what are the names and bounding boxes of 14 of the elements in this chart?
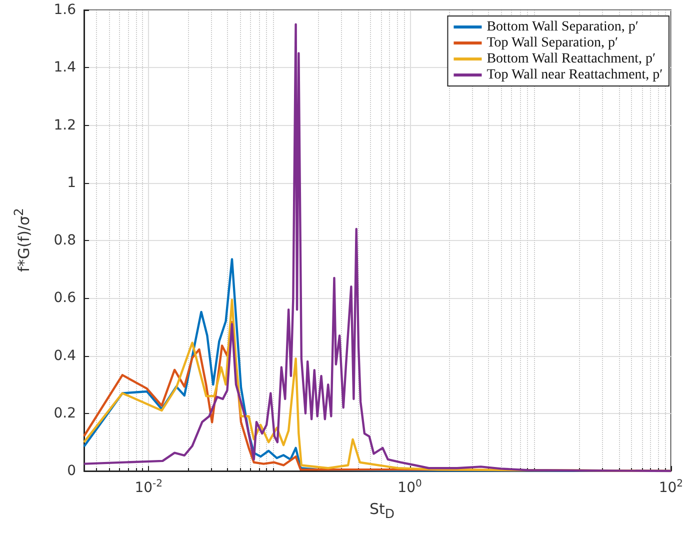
y-tick-label: 0.4 [54, 348, 76, 364]
y-tick-label: 1.2 [54, 117, 76, 134]
legend-label: Top Wall near Reattachment, p′ [486, 68, 663, 82]
y-tick-label: 0.8 [54, 232, 76, 248]
y-tick-label: 0.2 [54, 405, 76, 422]
y-tick-label: 1 [67, 174, 76, 191]
y-tick-label: 1.6 [54, 2, 76, 18]
y-tick-label: 0.6 [54, 290, 76, 306]
legend-label: Bottom Wall Reattachment, p′ [486, 52, 656, 66]
y-tick-label: 0 [67, 463, 76, 479]
legend-label: Bottom Wall Separation, p′ [486, 20, 639, 34]
x-axis-title: St$_{D}$ [368, 500, 396, 521]
legend-label: Top Wall Separation, p′ [486, 36, 618, 50]
y-tick-label: 1.4 [54, 60, 76, 76]
